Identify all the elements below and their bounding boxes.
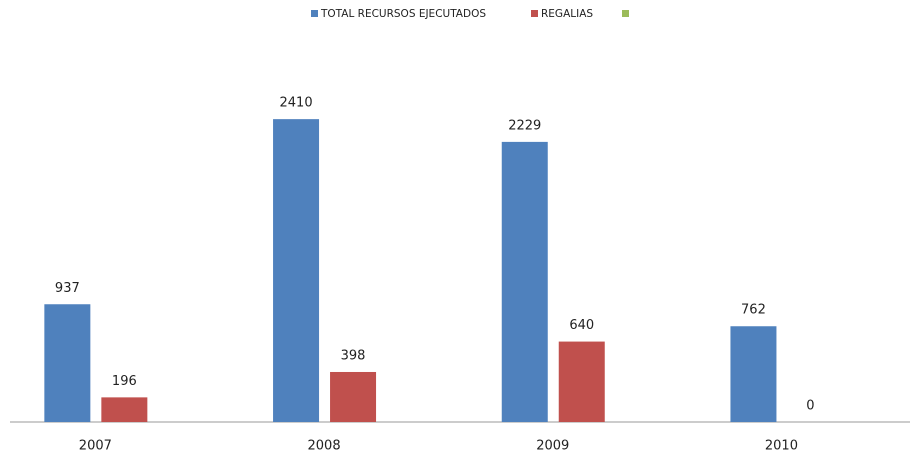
x-tick-label: 2009 — [536, 439, 569, 454]
value-label: 0 — [806, 399, 814, 414]
value-label: 762 — [741, 303, 766, 318]
bar — [730, 326, 777, 422]
bar — [501, 141, 548, 422]
legend-label: TOTAL RECURSOS EJECUTADOS — [320, 8, 486, 20]
value-label: 196 — [112, 374, 137, 389]
bar — [273, 119, 320, 422]
value-label: 640 — [569, 318, 594, 333]
bar — [101, 397, 148, 422]
legend-label: REGALIAS — [541, 8, 593, 20]
value-label: 398 — [341, 348, 366, 363]
x-tick-label: 2008 — [308, 439, 341, 454]
value-label: 2229 — [508, 118, 541, 133]
bar — [558, 341, 605, 422]
value-label: 2410 — [280, 96, 313, 111]
bar — [330, 371, 377, 422]
x-tick-label: 2007 — [79, 439, 112, 454]
legend-marker — [622, 10, 629, 17]
x-tick-label: 2010 — [765, 439, 798, 454]
legend-marker — [311, 10, 318, 17]
legend-marker — [531, 10, 538, 17]
bar — [44, 304, 91, 422]
value-label: 937 — [55, 281, 80, 296]
